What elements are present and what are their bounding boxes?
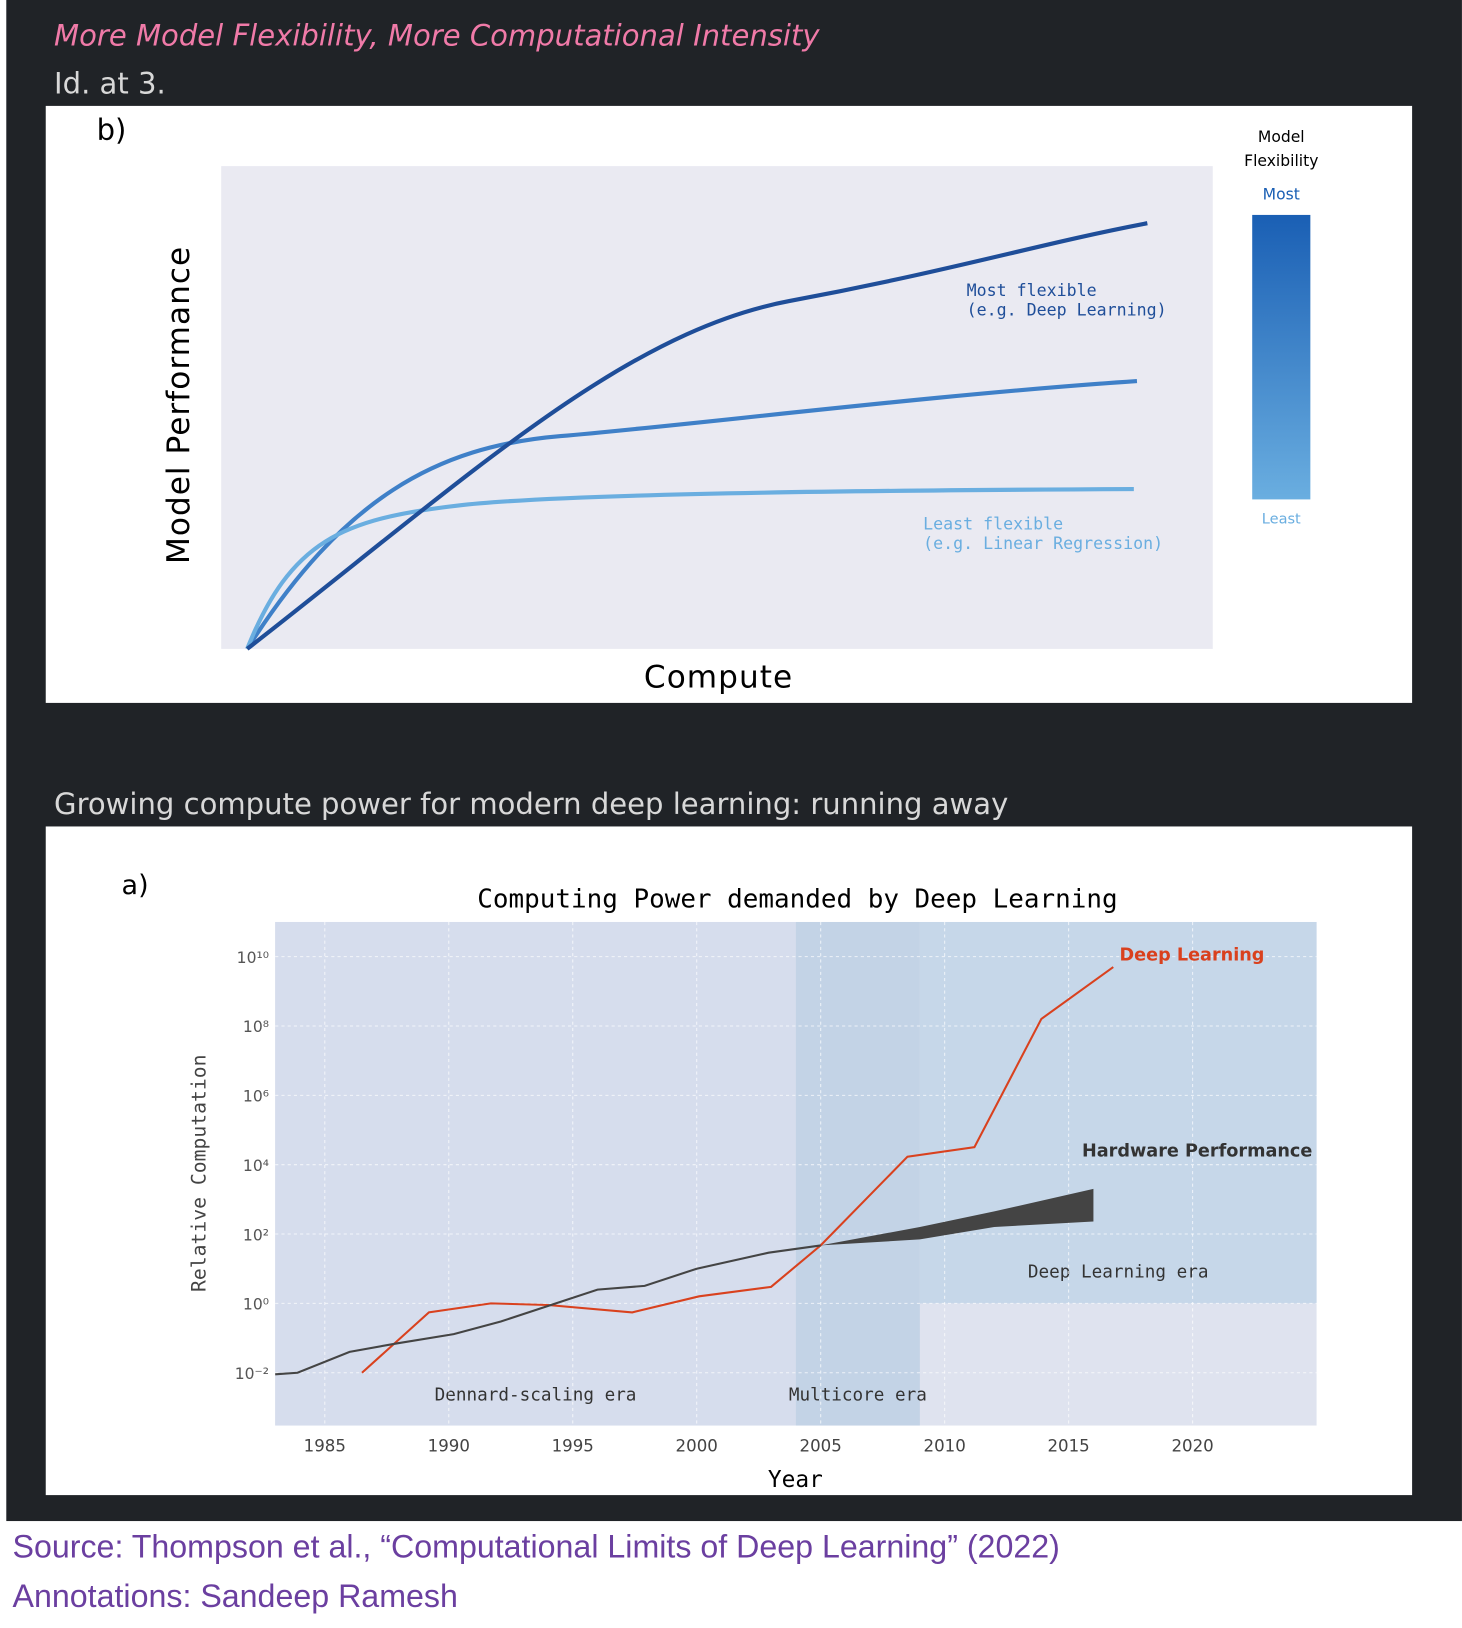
y-tick-label: 10⁰ bbox=[243, 1296, 269, 1314]
y-tick-label: 10⁸ bbox=[243, 1018, 269, 1036]
x-axis-label: Compute bbox=[644, 659, 793, 695]
y-tick-label: 10⁶ bbox=[243, 1088, 269, 1106]
plot-area bbox=[221, 166, 1213, 649]
panel-label: b) bbox=[97, 113, 127, 147]
source: Source: Thompson et al., “Computational … bbox=[13, 1528, 1060, 1564]
annotation: (e.g. Linear Regression) bbox=[923, 534, 1163, 553]
citation: Id. at 3. bbox=[54, 66, 166, 100]
era-label: Dennard-scaling era bbox=[435, 1386, 637, 1406]
y-tick-label: 10² bbox=[243, 1226, 269, 1244]
annotation: Most flexible bbox=[967, 281, 1097, 300]
x-tick-label: 1985 bbox=[304, 1436, 346, 1455]
x-tick-label: 2005 bbox=[800, 1436, 842, 1455]
y-axis-label: Relative Computation bbox=[188, 1055, 211, 1292]
x-tick-label: 2015 bbox=[1047, 1436, 1089, 1455]
era-region bbox=[919, 921, 1317, 1304]
colorbar-title: Flexibility bbox=[1244, 152, 1318, 170]
x-tick-label: 1990 bbox=[428, 1436, 470, 1455]
chart-title: Computing Power demanded by Deep Learnin… bbox=[477, 884, 1117, 914]
x-tick-label: 2000 bbox=[676, 1436, 718, 1455]
y-tick-label: 10⁴ bbox=[243, 1157, 269, 1175]
annotations-credit: Annotations: Sandeep Ramesh bbox=[13, 1578, 458, 1614]
x-tick-label: 2020 bbox=[1171, 1436, 1213, 1455]
x-tick-label: 1995 bbox=[552, 1436, 594, 1455]
annotation: (e.g. Deep Learning) bbox=[967, 301, 1167, 320]
section-heading: Growing compute power for modern deep le… bbox=[54, 787, 1008, 821]
colorbar-bottom: Least bbox=[1262, 511, 1301, 527]
series-label: Deep Learning bbox=[1120, 945, 1265, 965]
curve bbox=[245, 378, 1138, 651]
annotation: Least flexible bbox=[923, 515, 1063, 534]
era-region bbox=[275, 921, 796, 1426]
x-axis-label: Year bbox=[768, 1467, 823, 1493]
panel-label: a) bbox=[122, 870, 149, 901]
y-axis-label: Model Performance bbox=[161, 246, 197, 564]
series-label: Hardware Performance bbox=[1082, 1142, 1312, 1162]
colorbar-title: Model bbox=[1258, 128, 1305, 146]
colorbar-top: Most bbox=[1263, 185, 1300, 203]
y-tick-label: 10⁻² bbox=[235, 1365, 269, 1383]
series-line bbox=[361, 966, 1114, 1374]
performance-band bbox=[820, 1188, 1094, 1246]
series-line bbox=[275, 1244, 821, 1376]
era-label: Multicore era bbox=[789, 1386, 927, 1406]
curve bbox=[245, 486, 1134, 650]
x-tick-label: 2010 bbox=[924, 1436, 966, 1455]
era-label: Deep Learning era bbox=[1028, 1262, 1209, 1282]
heading: More Model Flexibility, More Computation… bbox=[54, 19, 820, 53]
colorbar bbox=[1252, 214, 1311, 500]
era-region bbox=[795, 921, 920, 1426]
y-tick-label: 10¹⁰ bbox=[237, 949, 269, 967]
curve bbox=[245, 221, 1148, 651]
